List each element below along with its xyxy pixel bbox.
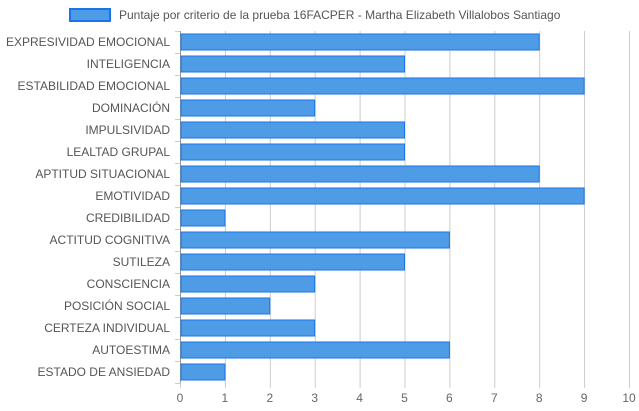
bars — [180, 33, 585, 381]
category-label-9: CREDIBILIDAD — [86, 211, 170, 225]
category-label-8: EMOTIVIDAD — [95, 189, 170, 203]
category-label-10: ACTITUD COGNITIVA — [50, 233, 170, 247]
bar-15[interactable] — [180, 341, 450, 359]
x-tick-labels: 0 1 2 3 4 5 6 7 8 9 10 — [177, 391, 636, 405]
bar-13[interactable] — [180, 297, 271, 315]
category-label-14: CERTEZA INDIVIDUAL — [44, 321, 170, 335]
x-tick-label-5: 5 — [401, 391, 408, 405]
x-tick-label-10: 10 — [622, 391, 636, 405]
x-tick-label-8: 8 — [536, 391, 543, 405]
bar-8[interactable] — [180, 187, 585, 205]
legend-label: Puntaje por criterio de la prueba 16FACP… — [119, 8, 561, 22]
category-label-3: ESTABILIDAD EMOCIONAL — [18, 79, 171, 93]
x-tick-label-6: 6 — [446, 391, 453, 405]
category-label-1: EXPRESIVIDAD EMOCIONAL — [6, 35, 170, 49]
category-label-15: AUTOESTIMA — [92, 343, 170, 357]
category-label-16: ESTADO DE ANSIEDAD — [38, 365, 171, 379]
x-tick-label-7: 7 — [491, 391, 498, 405]
bar-11[interactable] — [180, 253, 405, 271]
x-tick-label-2: 2 — [266, 391, 273, 405]
bar-16[interactable] — [180, 363, 226, 381]
bar-14[interactable] — [180, 319, 316, 337]
legend[interactable]: Puntaje por criterio de la prueba 16FACP… — [69, 6, 560, 24]
x-tick-label-4: 4 — [356, 391, 363, 405]
bar-6[interactable] — [180, 143, 405, 161]
category-labels: EXPRESIVIDAD EMOCIONAL INTELIGENCIA ESTABI… — [6, 35, 170, 379]
bar-1[interactable] — [180, 33, 540, 51]
bar-2[interactable] — [180, 55, 405, 73]
category-label-2: INTELIGENCIA — [87, 57, 170, 71]
bar-10[interactable] — [180, 231, 450, 249]
bar-7[interactable] — [180, 165, 540, 183]
bar-12[interactable] — [180, 275, 316, 293]
bar-5[interactable] — [180, 121, 405, 139]
category-label-5: IMPULSIVIDAD — [85, 123, 170, 137]
category-label-7: APTITUD SITUACIONAL — [35, 167, 170, 181]
category-label-6: LEALTAD GRUPAL — [67, 145, 171, 159]
category-label-12: CONSCIENCIA — [87, 277, 170, 291]
bar-9[interactable] — [180, 209, 226, 227]
x-tick-label-9: 9 — [581, 391, 588, 405]
category-label-13: POSICIÓN SOCIAL — [64, 298, 170, 313]
bar-3[interactable] — [180, 77, 585, 95]
x-tick-label-0: 0 — [177, 391, 184, 405]
x-tick-label-3: 3 — [311, 391, 318, 405]
category-label-4: DOMINACIÓN — [92, 100, 170, 115]
legend-swatch — [69, 8, 111, 22]
category-label-11: SUTILEZA — [113, 255, 170, 269]
bar-4[interactable] — [180, 99, 316, 117]
x-tick-label-1: 1 — [222, 391, 229, 405]
